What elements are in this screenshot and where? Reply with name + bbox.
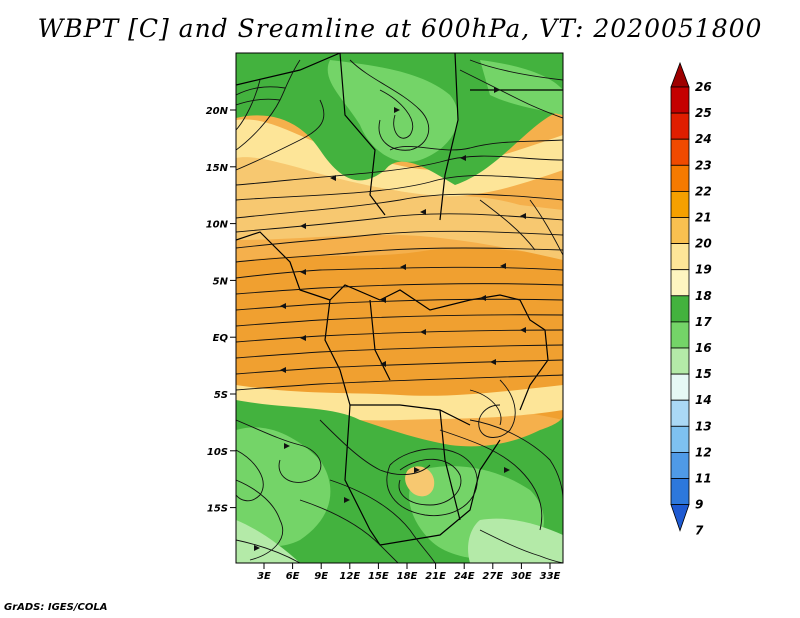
colorbar-bottom-triangle: [670, 504, 690, 532]
lat-label: 10N: [206, 220, 229, 231]
lon-label: 6E: [286, 571, 300, 582]
colorbar-label: 9: [695, 498, 703, 512]
colorbar-label: 15: [695, 367, 712, 381]
lon-label: 9E: [314, 571, 328, 582]
lon-label: 30E: [511, 571, 532, 582]
streamlines: [236, 59, 563, 563]
colorbar-segment: [670, 138, 690, 166]
colorbar-segment: [670, 269, 690, 297]
colorbar-segment: [670, 373, 690, 401]
colorbar-label: 13: [695, 419, 712, 433]
colorbar-label: 12: [695, 445, 712, 459]
lat-label: 15S: [207, 504, 228, 515]
lon-label: 24E: [454, 571, 475, 582]
colorbar-segment: [670, 425, 690, 453]
colorbar-top-triangle: [670, 61, 690, 88]
lon-label: 12E: [339, 571, 360, 582]
lon-label: 15E: [368, 571, 389, 582]
colorbar-label: 19: [695, 263, 712, 277]
lon-label: 3E: [257, 571, 271, 582]
colorbar-segment: [670, 112, 690, 140]
latitude-axis: 20N 15N 10N 5N EQ 5S 10S 15S: [206, 106, 236, 515]
field-pale-yellow-north: [236, 119, 563, 197]
lat-label: 20N: [206, 106, 229, 117]
colorbar-segment: [670, 478, 690, 506]
colorbar-label: 25: [695, 106, 712, 120]
footer-credit: GrADS: IGES/COLA: [4, 602, 108, 613]
colorbar-segment: [670, 217, 690, 245]
lat-label: 15N: [206, 163, 229, 174]
colorbar-segment: [670, 164, 690, 192]
colorbar-label: 22: [695, 184, 712, 198]
lat-label: 5S: [214, 390, 228, 401]
lat-label: 5N: [213, 276, 229, 287]
lon-label: 18E: [397, 571, 418, 582]
colorbar: 26 25 24 23 22 21 20 19 18 17 16 15 14 13 12 11 9 7: [670, 61, 712, 538]
longitude-axis: 3E 6E 9E 12E 15E 18E 21E 24E 27E 30E 33E: [257, 563, 561, 582]
colorbar-segment: [670, 190, 690, 218]
field-warm-band: [236, 247, 563, 420]
field-light-green-north: [327, 60, 459, 162]
chart-title: WBPT [C] and Sreamline at 600hPa, VT: 20…: [37, 14, 763, 43]
colorbar-label: 26: [695, 80, 712, 94]
streamline-arrows: [254, 87, 526, 551]
colorbar-label: 20: [695, 237, 712, 251]
colorbar-label: 21: [695, 211, 712, 225]
lat-label: EQ: [213, 333, 229, 344]
lon-label: 21E: [425, 571, 446, 582]
lon-label: 27E: [482, 571, 503, 582]
colorbar-segment: [670, 86, 690, 114]
colorbar-segment: [670, 451, 690, 479]
lat-label: 10S: [207, 447, 228, 458]
colorbar-label: 11: [695, 472, 712, 486]
colorbar-label: 17: [695, 315, 712, 329]
colorbar-label: 16: [695, 341, 712, 355]
colorbar-label: 14: [695, 393, 712, 407]
colorbar-label: 23: [695, 158, 712, 172]
colorbar-segment: [670, 295, 690, 323]
colorbar-segment: [670, 321, 690, 349]
lon-label: 33E: [540, 571, 561, 582]
colorbar-label: 7: [695, 524, 704, 538]
wbpt-field: [236, 53, 563, 563]
colorbar-label: 18: [695, 289, 712, 303]
map-frame: [235, 52, 564, 564]
colorbar-segment: [670, 347, 690, 375]
colorbar-segment: [670, 243, 690, 271]
colorbar-label: 24: [695, 132, 712, 146]
field-light-green-southwest: [236, 427, 331, 547]
colorbar-segment: [670, 399, 690, 427]
